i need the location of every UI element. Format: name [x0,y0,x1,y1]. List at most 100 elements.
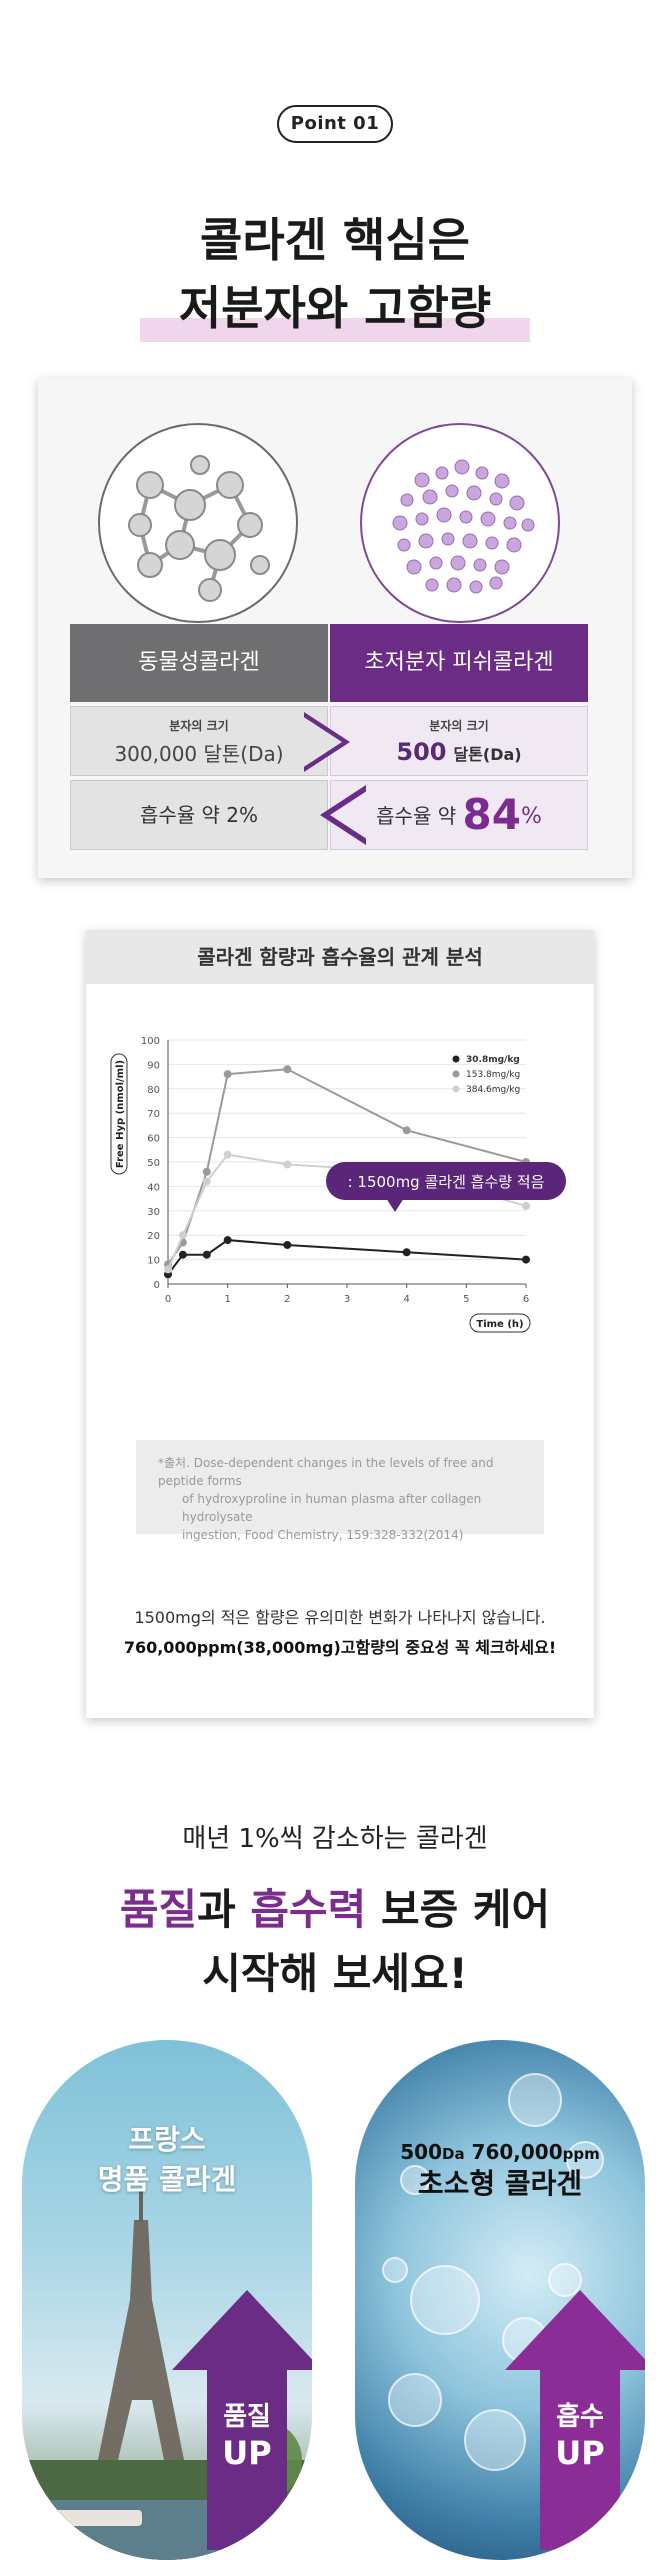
absorption-up-arrow-icon [505,2290,645,2550]
chart-emphasis-note: 760,000ppm(38,000mg)고함량의 중요성 꼭 체크하세요! [123,1638,557,1657]
data-point [202,1250,211,1259]
x-tick-label: 1 [224,1294,230,1305]
data-point [223,1070,232,1079]
fish-molecule-size: 500 달톤(Da) [331,738,587,766]
ppm-value: 760,000 [464,2140,563,2164]
y-axis-label: Free Hyp (nmol/ml) [115,1060,126,1168]
comparison-card: 동물성콜라겐 초저분자 피쉬콜라겐 분자의 크기 300,000 달톤(Da) … [38,378,632,878]
ppm-unit: ppm [562,2145,600,2163]
legend-marker [452,1085,460,1093]
callout-bubble [326,1162,566,1200]
data-point [522,1201,530,1210]
y-tick-label: 30 [147,1207,160,1218]
fish-molecule-size-cell: 분자의 크기 500 달톤(Da) [330,706,588,776]
x-tick-label: 6 [523,1294,529,1305]
x-tick-label: 2 [284,1294,290,1305]
legend-marker [452,1055,460,1063]
y-tick-label: 80 [147,1085,160,1096]
data-point [202,1167,211,1176]
right-capsule-spec: 500Da 760,000ppm [355,2132,645,2174]
legend-marker [452,1070,460,1078]
quality-word: 품질 [119,1885,198,1934]
y-tick-label: 0 [154,1280,160,1291]
source-citation: *출처. Dose-dependent changes in the level… [136,1440,544,1542]
data-point [178,1231,187,1240]
animal-collagen-header: 동물성콜라겐 [70,624,328,702]
x-tick-label: 4 [403,1294,409,1305]
right-arrow-inner [296,712,342,772]
small-molecule-illustration [360,423,560,623]
france-collagen-capsule: 프랑스 명품 콜라겐 품질 UP [22,2040,312,2560]
animal-molecule-size-cell: 분자의 크기 300,000 달톤(Da) [70,706,328,776]
data-point [402,1248,411,1257]
data-point [223,1236,232,1245]
y-tick-label: 40 [147,1182,160,1193]
callout-text: : 1500mg 콜라겐 흡수량 적음 [348,1173,545,1191]
y-tick-label: 90 [147,1060,160,1071]
fish-absorption-prefix: 흡수율 약 [376,804,457,828]
source-line-1: *출처. Dose-dependent changes in the level… [158,1456,494,1488]
data-point [223,1150,232,1159]
y-tick-label: 70 [147,1109,160,1120]
x-tick-label: 5 [463,1294,469,1305]
care-heading-line2: 시작해 보세요! [202,1949,468,1998]
hero-title-line1: 콜라겐 핵심은 [200,213,470,267]
fish-absorption: 흡수율 약 84% [331,781,587,851]
decline-subheading: 매년 1%씩 감소하는 콜라겐 [182,1824,488,1854]
animal-absorption-cell: 흡수율 약 2% [70,780,328,850]
callout-pointer [386,1198,404,1212]
small-collagen-capsule: 500Da 760,000ppm 초소형 콜라겐 흡수 UP [355,2040,645,2560]
fish-size-unit: 달톤(Da) [453,745,522,764]
right-capsule-line2: 초소형 콜라겐 [417,2167,583,2200]
data-point [178,1250,187,1259]
size-caption: 분자의 크기 [169,719,229,733]
fish-size-number: 500 [396,738,447,766]
chart-note: 1500mg의 적은 함량은 유의미한 변화가 나타나지 않습니다. [134,1608,546,1627]
legend-label: 153.8mg/kg [466,1070,520,1080]
source-line-3: ingestion, Food Chemistry, 159:328-332(2… [182,1528,464,1542]
care-heading-line1: 품질과 흡수력 보증 케어 [0,1880,670,1940]
data-point [283,1065,292,1074]
y-axis-label-box [110,1053,128,1175]
dalton-unit: Da [442,2145,465,2163]
heading-connector: 과 [197,1885,251,1934]
data-point [522,1255,530,1264]
chart-card-title: 콜라겐 함량과 흡수율의 관계 분석 [86,930,594,984]
left-capsule-line2: 명품 콜라겐 [97,2163,237,2196]
data-point [164,1265,172,1274]
series-line [167,1239,527,1275]
data-point [402,1126,411,1135]
absorption-up-label: 흡수 [556,2402,604,2432]
x-axis-label-box [469,1313,531,1333]
legend-label: 30.8mg/kg [466,1055,520,1065]
quality-up-arrow-icon [172,2290,312,2550]
absorption-line-chart: 0 10 20 30 40 50 60 70 80 90 100 0 1 2 3 4 5 6 Free Hyp (n… [110,1036,566,1333]
y-tick-label: 50 [147,1158,160,1169]
data-point [202,1177,211,1186]
chart-card: 콜라겐 함량과 흡수율의 관계 분석 0 10 20 30 40 50 60 70 80 90 10… [86,930,594,1718]
fish-collagen-header: 초저분자 피쉬콜라겐 [330,624,588,702]
hero-title-line2: 저분자와 고함량 [178,281,492,335]
left-arrow-inner [330,785,376,845]
data-point [283,1240,292,1249]
y-tick-label: 10 [147,1256,160,1267]
x-tick-label: 3 [344,1294,350,1305]
animal-absorption: 흡수율 약 2% [139,803,259,827]
left-capsule-line1: 프랑스 [128,2123,206,2156]
quality-up-text: UP [222,2434,272,2472]
absorption-up-text: UP [555,2434,605,2472]
quality-up-label: 품질 [223,2402,271,2432]
title-highlight [140,318,530,342]
x-tick-label: 0 [165,1294,171,1305]
source-line-2: of hydroxyproline in human plasma after … [182,1492,482,1524]
animal-molecule-size: 300,000 달톤(Da) [114,742,284,766]
fish-absorption-value: 84 [462,790,521,839]
dalton-value: 500 [400,2140,442,2164]
y-tick-label: 100 [141,1036,160,1047]
size-caption: 분자의 크기 [429,719,489,733]
point-badge: Point 01 [277,105,393,143]
y-tick-label: 20 [147,1231,160,1242]
legend-label: 384.6mg/kg [466,1085,520,1095]
large-molecule-illustration [98,423,298,623]
absorption-word: 흡수력 [250,1885,367,1934]
